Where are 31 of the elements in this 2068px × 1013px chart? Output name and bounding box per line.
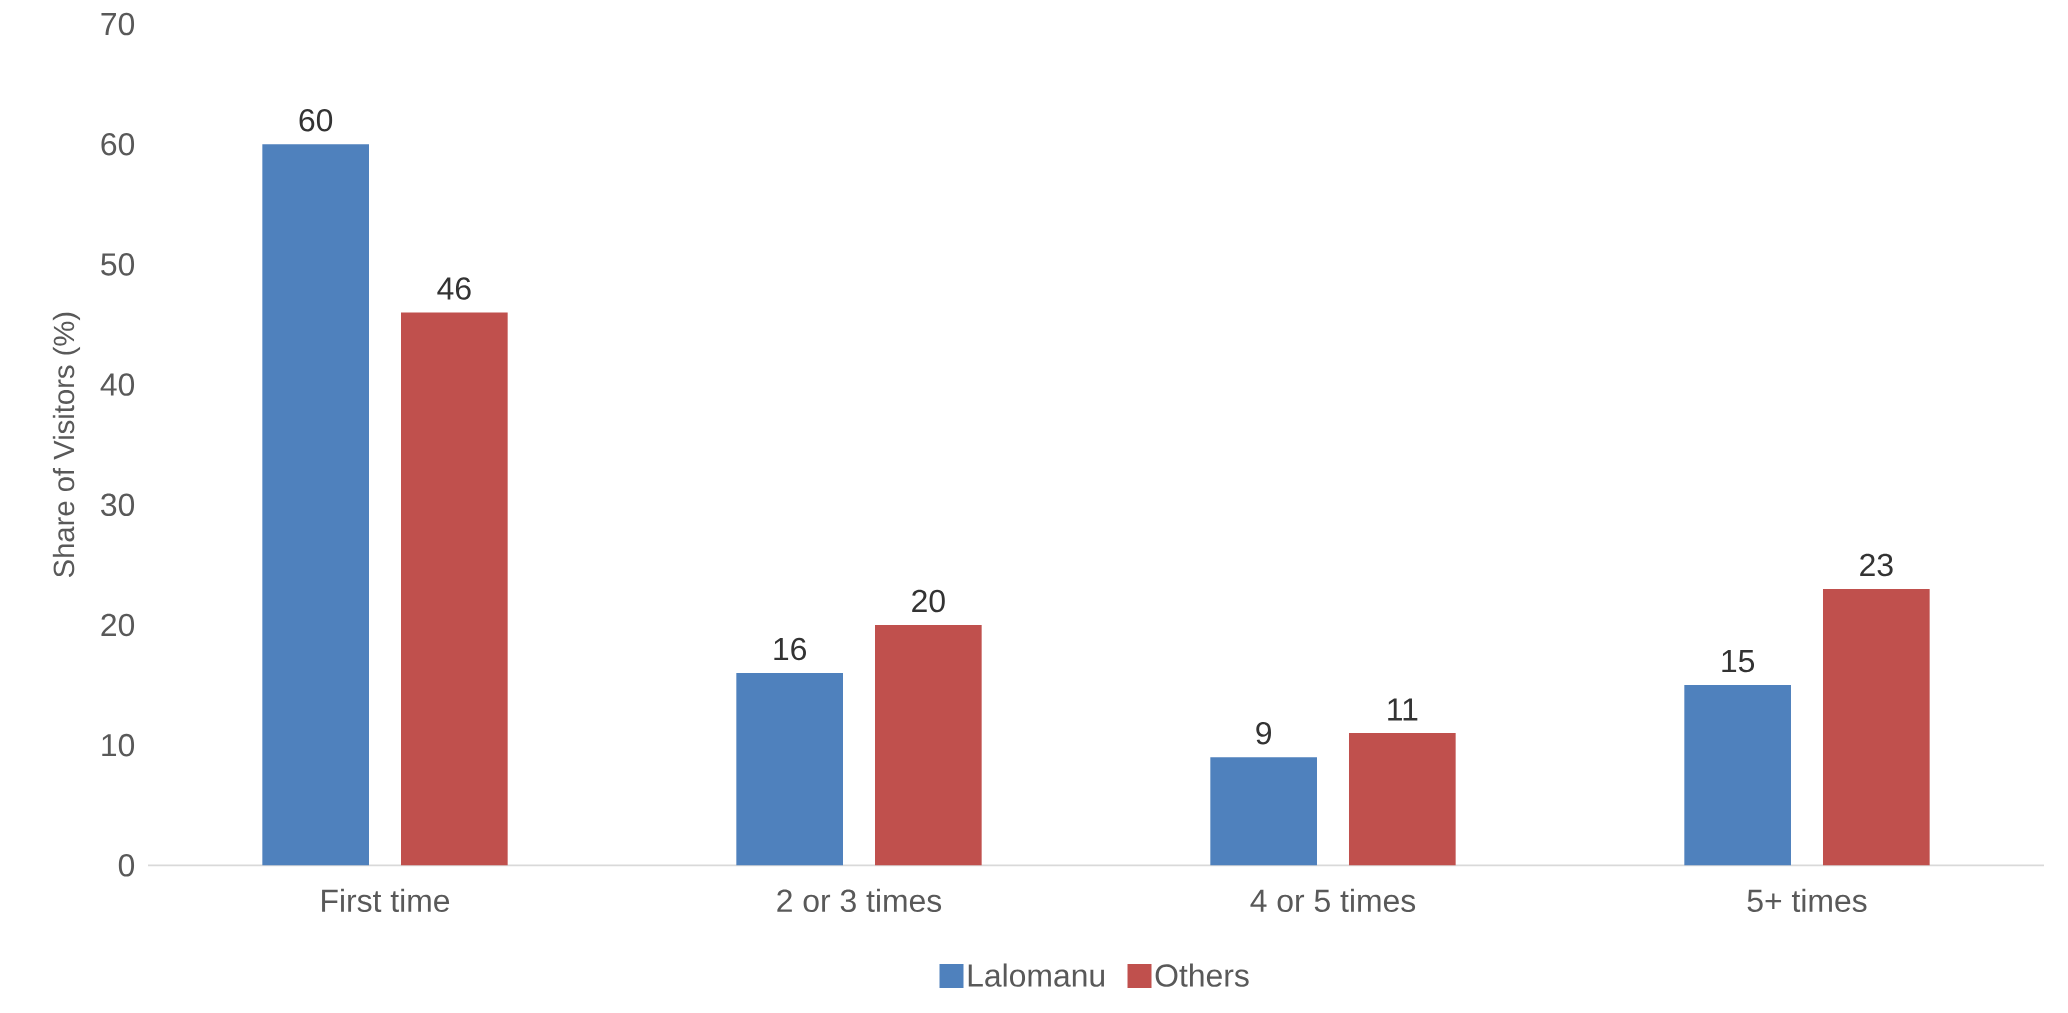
y-tick-label: 50 — [101, 252, 135, 276]
x-tick-label: 2 or 3 times — [777, 888, 942, 912]
y-tick-label: 30 — [101, 493, 135, 516]
bar — [1348, 732, 1456, 866]
data-label: 16 — [774, 637, 806, 661]
y-tick-label: 40 — [100, 373, 135, 396]
bar — [736, 672, 843, 866]
data-label: 11 — [1388, 698, 1418, 721]
data-label: 15 — [1722, 649, 1755, 673]
y-tick-label: 20 — [101, 613, 135, 637]
bar — [262, 144, 369, 866]
x-tick-label: First time — [322, 888, 450, 912]
data-label: 23 — [1860, 553, 1893, 577]
y-tick-label: 60 — [101, 132, 135, 156]
bar — [1210, 757, 1317, 866]
y-tick-label: 0 — [118, 853, 135, 877]
bar — [1684, 684, 1791, 866]
bar — [1822, 588, 1930, 866]
bar — [875, 624, 982, 866]
data-label: 20 — [912, 589, 945, 613]
y-tick-label: 70 — [101, 12, 135, 36]
x-tick-label: 5+ times — [1747, 888, 1867, 912]
bar — [401, 312, 508, 866]
x-tick-label: 4 or 5 times — [1250, 888, 1416, 912]
y-axis-title: Share of Visitors (%) — [52, 312, 81, 577]
data-label: 46 — [437, 277, 471, 300]
legend-label: Others — [1155, 963, 1249, 987]
y-tick-label: 10 — [102, 733, 135, 757]
legend-label: Lalomanu — [968, 963, 1105, 987]
data-label: 60 — [299, 108, 333, 132]
data-label: 9 — [1256, 721, 1271, 745]
